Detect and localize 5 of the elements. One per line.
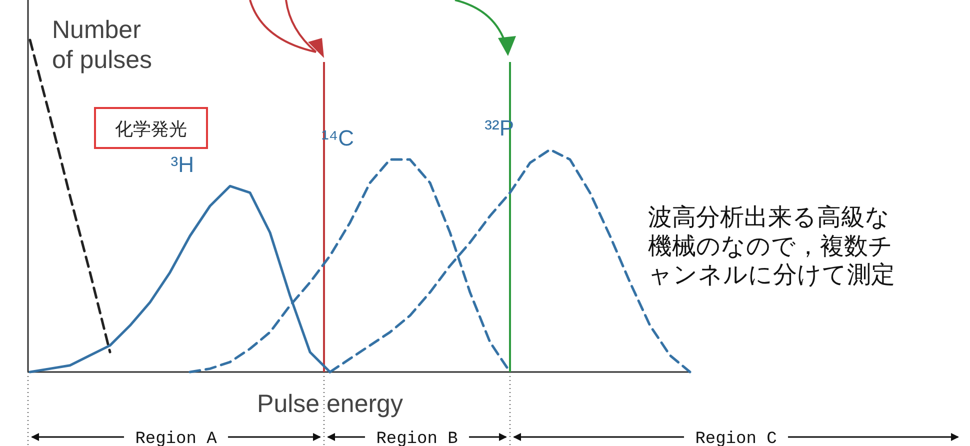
y-axis-title: Number of pulses bbox=[52, 16, 152, 74]
x-axis-title: Pulse energy bbox=[257, 390, 404, 418]
series-label: ³H bbox=[170, 152, 194, 178]
text: 化学発光 bbox=[115, 119, 187, 139]
annotation: 波高分析出来る高級な機械のなので，複数チャンネルに分けて測定 bbox=[648, 204, 895, 289]
